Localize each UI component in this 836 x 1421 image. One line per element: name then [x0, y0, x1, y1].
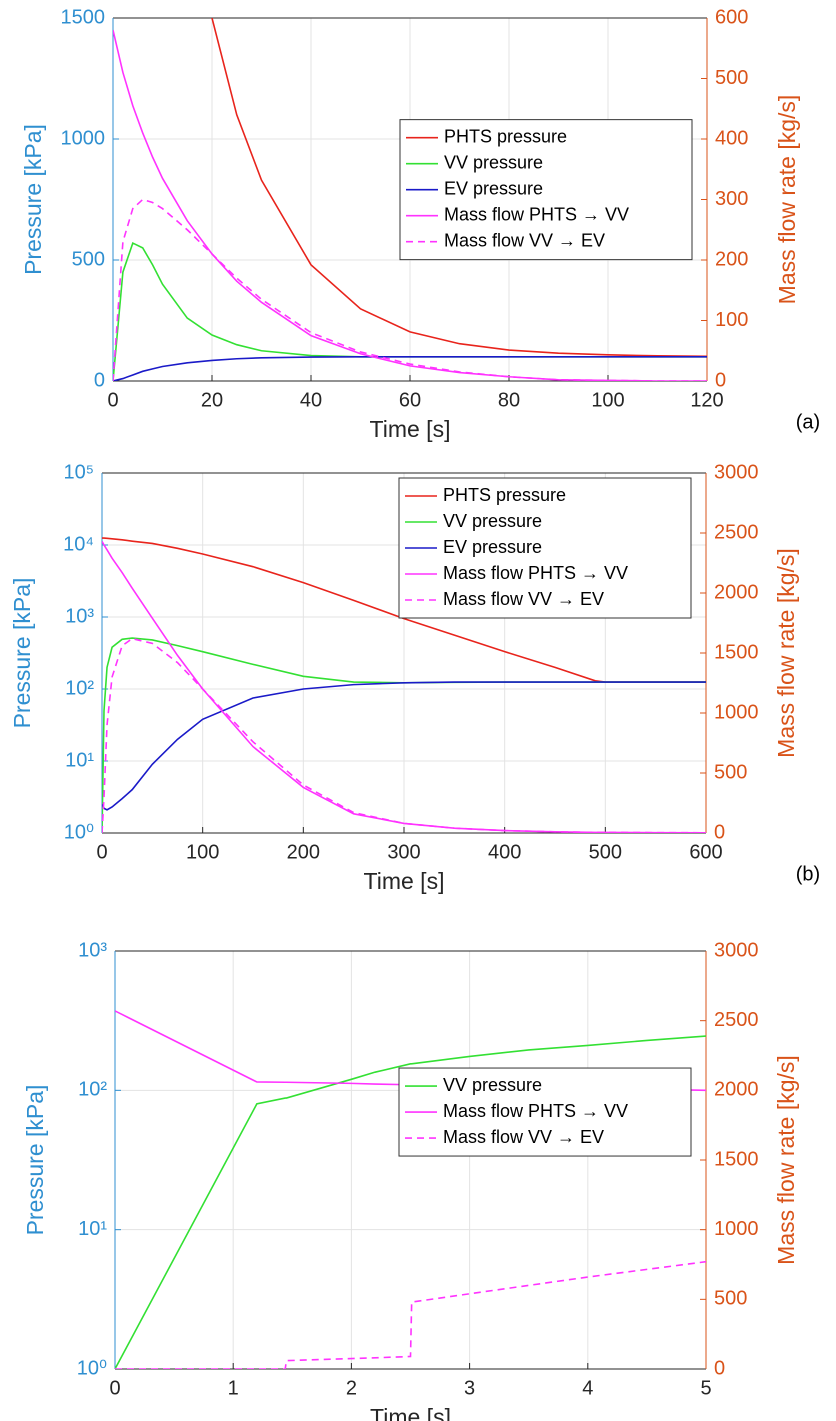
x-tick-label: 60: [399, 389, 421, 411]
plot-area: [115, 951, 706, 1369]
y-tick-label: 10⁰: [77, 1357, 107, 1379]
series-line: [113, 356, 707, 381]
legend-box: [398, 1067, 692, 1157]
x-tick-label: 1: [228, 1377, 239, 1399]
y2-tick-label: 2500: [714, 521, 759, 543]
x-tick-label: 400: [488, 841, 521, 863]
legend-label: Mass flow PHTS → VV: [443, 1101, 628, 1121]
y2-axis-label: Mass flow rate [kg/s]: [773, 548, 799, 758]
legend-label: Mass flow PHTS → VV: [444, 204, 629, 224]
panel-label: (b): [796, 863, 820, 885]
y-tick-label: 10²: [65, 677, 94, 699]
legend-label: Mass flow VV → EV: [444, 230, 605, 250]
y2-tick-label: 200: [715, 248, 748, 270]
series-line: [115, 1035, 706, 1369]
x-tick-label: 0: [109, 1377, 120, 1399]
y2-tick-label: 3000: [714, 939, 759, 961]
y2-tick-label: 1000: [714, 1218, 759, 1240]
y-tick-label: 10²: [78, 1079, 107, 1101]
y2-tick-label: 0: [714, 1357, 725, 1379]
x-tick-label: 40: [300, 389, 322, 411]
legend: VV pressure Mass flow PHTS → VV Mass flow …: [398, 1067, 692, 1157]
series-line: [102, 637, 706, 833]
y-tick-label: 10⁴: [63, 533, 94, 555]
series-line: [113, 29, 707, 381]
series-line: [115, 1260, 706, 1369]
x-tick-label: 80: [498, 389, 520, 411]
y-tick-label: 10⁰: [64, 821, 94, 843]
x-tick-label: 500: [589, 841, 622, 863]
y2-axis-label: Mass flow rate [kg/s]: [774, 95, 800, 305]
panel-label: (a): [796, 411, 820, 433]
y2-tick-label: 3000: [714, 461, 759, 483]
y2-tick-label: 2000: [714, 1079, 759, 1101]
y-tick-label: 0: [94, 369, 105, 391]
y-tick-label: 1000: [61, 127, 106, 149]
x-tick-label: 3: [464, 1377, 475, 1399]
legend-label: PHTS pressure: [443, 485, 566, 505]
series-line: [102, 537, 706, 683]
y2-tick-label: 0: [714, 821, 725, 843]
x-tick-label: 20: [201, 389, 223, 411]
chart-panel: 0 100 200 300 400 500 600 10⁰ 10¹ 10² 10³ 10⁴ 10⁵ 0 50…: [9, 461, 820, 894]
x-axis-label: Time [s]: [370, 1404, 451, 1421]
y2-tick-label: 500: [714, 761, 747, 783]
y-axis-label: Pressure [kPa]: [20, 124, 46, 275]
y-tick-label: 10¹: [65, 749, 94, 771]
x-tick-label: 300: [387, 841, 420, 863]
y2-tick-label: 100: [715, 309, 748, 331]
y2-tick-label: 500: [715, 67, 748, 89]
x-tick-label: 100: [591, 389, 624, 411]
chart-panel: 0 1 2 3 4 5 10⁰ 10¹ 10² 10³ 0 500 1000 1500 2000 2500 30…: [22, 939, 799, 1421]
y2-tick-label: 2000: [714, 581, 759, 603]
y-tick-label: 10³: [65, 605, 94, 627]
x-tick-label: 100: [186, 841, 219, 863]
y2-tick-label: 1500: [714, 641, 759, 663]
legend-label: VV pressure: [443, 511, 542, 531]
legend-label: EV pressure: [444, 178, 543, 198]
y-tick-label: 10³: [78, 939, 107, 961]
y-tick-label: 1500: [61, 6, 106, 28]
x-tick-label: 200: [287, 841, 320, 863]
x-tick-label: 2: [346, 1377, 357, 1399]
legend-box: [398, 477, 692, 619]
x-axis-label: Time [s]: [370, 416, 451, 442]
y-axis-label: Pressure [kPa]: [9, 578, 35, 729]
y2-tick-label: 300: [715, 188, 748, 210]
legend-box: [399, 119, 693, 261]
x-axis-label: Time [s]: [364, 868, 445, 894]
y-tick-label: 500: [72, 248, 105, 270]
legend-label: Mass flow VV → EV: [443, 1127, 604, 1147]
y-tick-label: 10¹: [78, 1218, 107, 1240]
legend-label: Mass flow VV → EV: [443, 589, 604, 609]
legend-label: VV pressure: [443, 1075, 542, 1095]
y2-tick-label: 1000: [714, 701, 759, 723]
x-tick-label: 0: [107, 389, 118, 411]
legend-label: VV pressure: [444, 152, 543, 172]
y-axis-label: Pressure [kPa]: [22, 1085, 48, 1236]
y2-tick-label: 400: [715, 127, 748, 149]
legend: PHTS pressure VV pressure EV pressure Mass …: [399, 119, 693, 261]
y2-tick-label: 1500: [714, 1148, 759, 1170]
legend-label: Mass flow PHTS → VV: [443, 563, 628, 583]
x-tick-label: 5: [700, 1377, 711, 1399]
x-tick-label: 0: [96, 841, 107, 863]
y2-axis-label: Mass flow rate [kg/s]: [773, 1055, 799, 1265]
series-line: [102, 681, 706, 811]
legend-label: PHTS pressure: [444, 126, 567, 146]
x-tick-label: 600: [689, 841, 722, 863]
legend: PHTS pressure VV pressure EV pressure Mass …: [398, 477, 692, 619]
x-tick-label: 4: [582, 1377, 593, 1399]
y2-tick-label: 500: [714, 1288, 747, 1310]
y2-tick-label: 0: [715, 369, 726, 391]
x-tick-label: 120: [690, 389, 723, 411]
y2-tick-label: 2500: [714, 1009, 759, 1031]
y2-tick-label: 600: [715, 6, 748, 28]
chart-panel: 0 20 40 60 80 100 1200500100015000100200300400…: [20, 6, 820, 442]
legend-label: EV pressure: [443, 537, 542, 557]
y-tick-label: 10⁵: [63, 461, 94, 483]
series-line: [211, 18, 707, 358]
